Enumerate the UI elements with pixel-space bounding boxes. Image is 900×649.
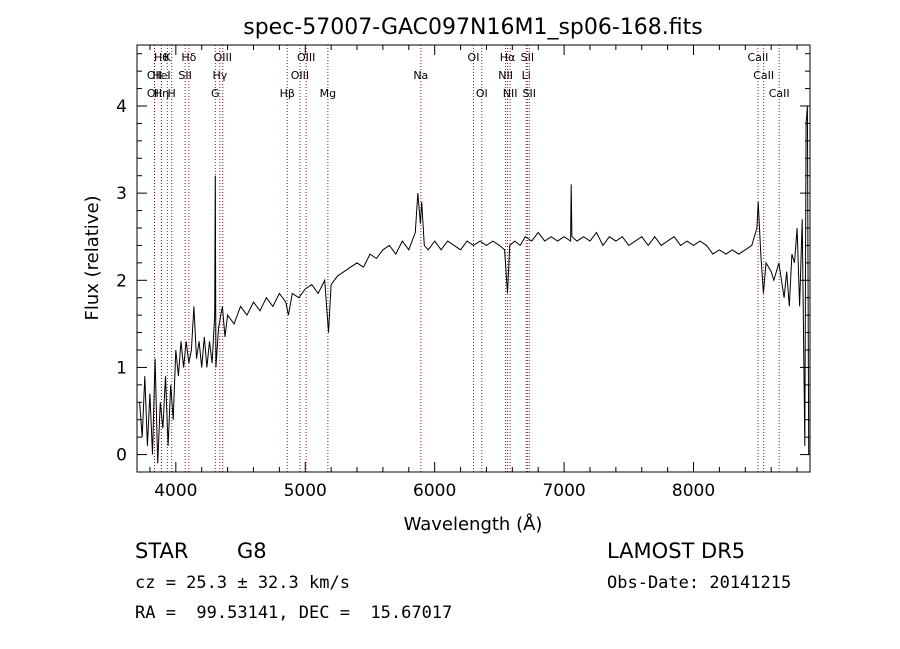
line-marker-label: NII <box>498 69 513 82</box>
line-marker-label: SII <box>521 51 534 64</box>
y-tick-label: 3 <box>116 184 127 204</box>
y-tick-label: 0 <box>116 446 127 466</box>
y-axis-label: Flux (relative) <box>82 195 103 320</box>
line-marker-label: Hδ <box>181 51 196 64</box>
line-marker-label: Li <box>522 69 531 82</box>
line-marker-label: Hα <box>500 51 516 64</box>
line-marker-label: OII <box>147 87 162 100</box>
survey-name: LAMOST DR5 <box>607 539 746 563</box>
y-axis-ticks: 0 1 2 3 4 <box>116 53 810 473</box>
x-tick-label: 4000 <box>154 481 197 501</box>
line-marker-label: SII <box>178 69 191 82</box>
line-marker-label: H <box>168 87 176 100</box>
x-tick-label: 7000 <box>542 481 585 501</box>
line-marker-label: CaII <box>769 87 790 100</box>
x-tick-label: 6000 <box>413 481 456 501</box>
chart-title: spec-57007-GAC097N16M1_sp06-168.fits <box>243 15 703 40</box>
line-marker-label: CaII <box>753 69 774 82</box>
x-tick-label: 8000 <box>672 481 715 501</box>
redshift-text: cz = 25.3 ± 32.3 km/s <box>135 573 350 593</box>
x-axis-label: Wavelength (Å) <box>404 513 543 535</box>
line-marker-label: Mg <box>320 87 336 100</box>
line-marker-label: OIII <box>214 51 232 64</box>
x-axis-ticks: 4000 5000 6000 7000 8000 <box>149 45 798 501</box>
plot-frame <box>136 44 811 473</box>
subclass: G8 <box>237 539 267 563</box>
line-marker-label: OIII <box>291 69 309 82</box>
y-tick-label: 4 <box>116 97 127 117</box>
line-marker-label: Hη <box>154 87 169 100</box>
line-marker-label: K <box>164 51 172 64</box>
line-marker-label: OIII <box>297 51 315 64</box>
line-marker-label: G <box>211 87 220 100</box>
line-marker-label: OI <box>476 87 488 100</box>
line-marker-label: SII <box>523 87 536 100</box>
line-marker-label: OI <box>468 51 480 64</box>
spectrum-series-line <box>139 105 810 464</box>
line-marker-label: Hβ <box>280 87 295 100</box>
line-marker-label: CaII <box>748 51 769 64</box>
x-tick-label: 5000 <box>284 481 327 501</box>
y-tick-label: 1 <box>116 358 127 378</box>
object-class: STAR <box>135 539 189 563</box>
line-marker-label: Hγ <box>212 69 227 82</box>
y-tick-label: 2 <box>116 271 127 291</box>
line-marker-label: NII <box>503 87 518 100</box>
line-marker-label: Na <box>413 69 428 82</box>
obs-date-text: Obs-Date: 20141215 <box>607 573 792 593</box>
coordinates-text: RA = 99.53141, DEC = 15.67017 <box>135 603 453 623</box>
